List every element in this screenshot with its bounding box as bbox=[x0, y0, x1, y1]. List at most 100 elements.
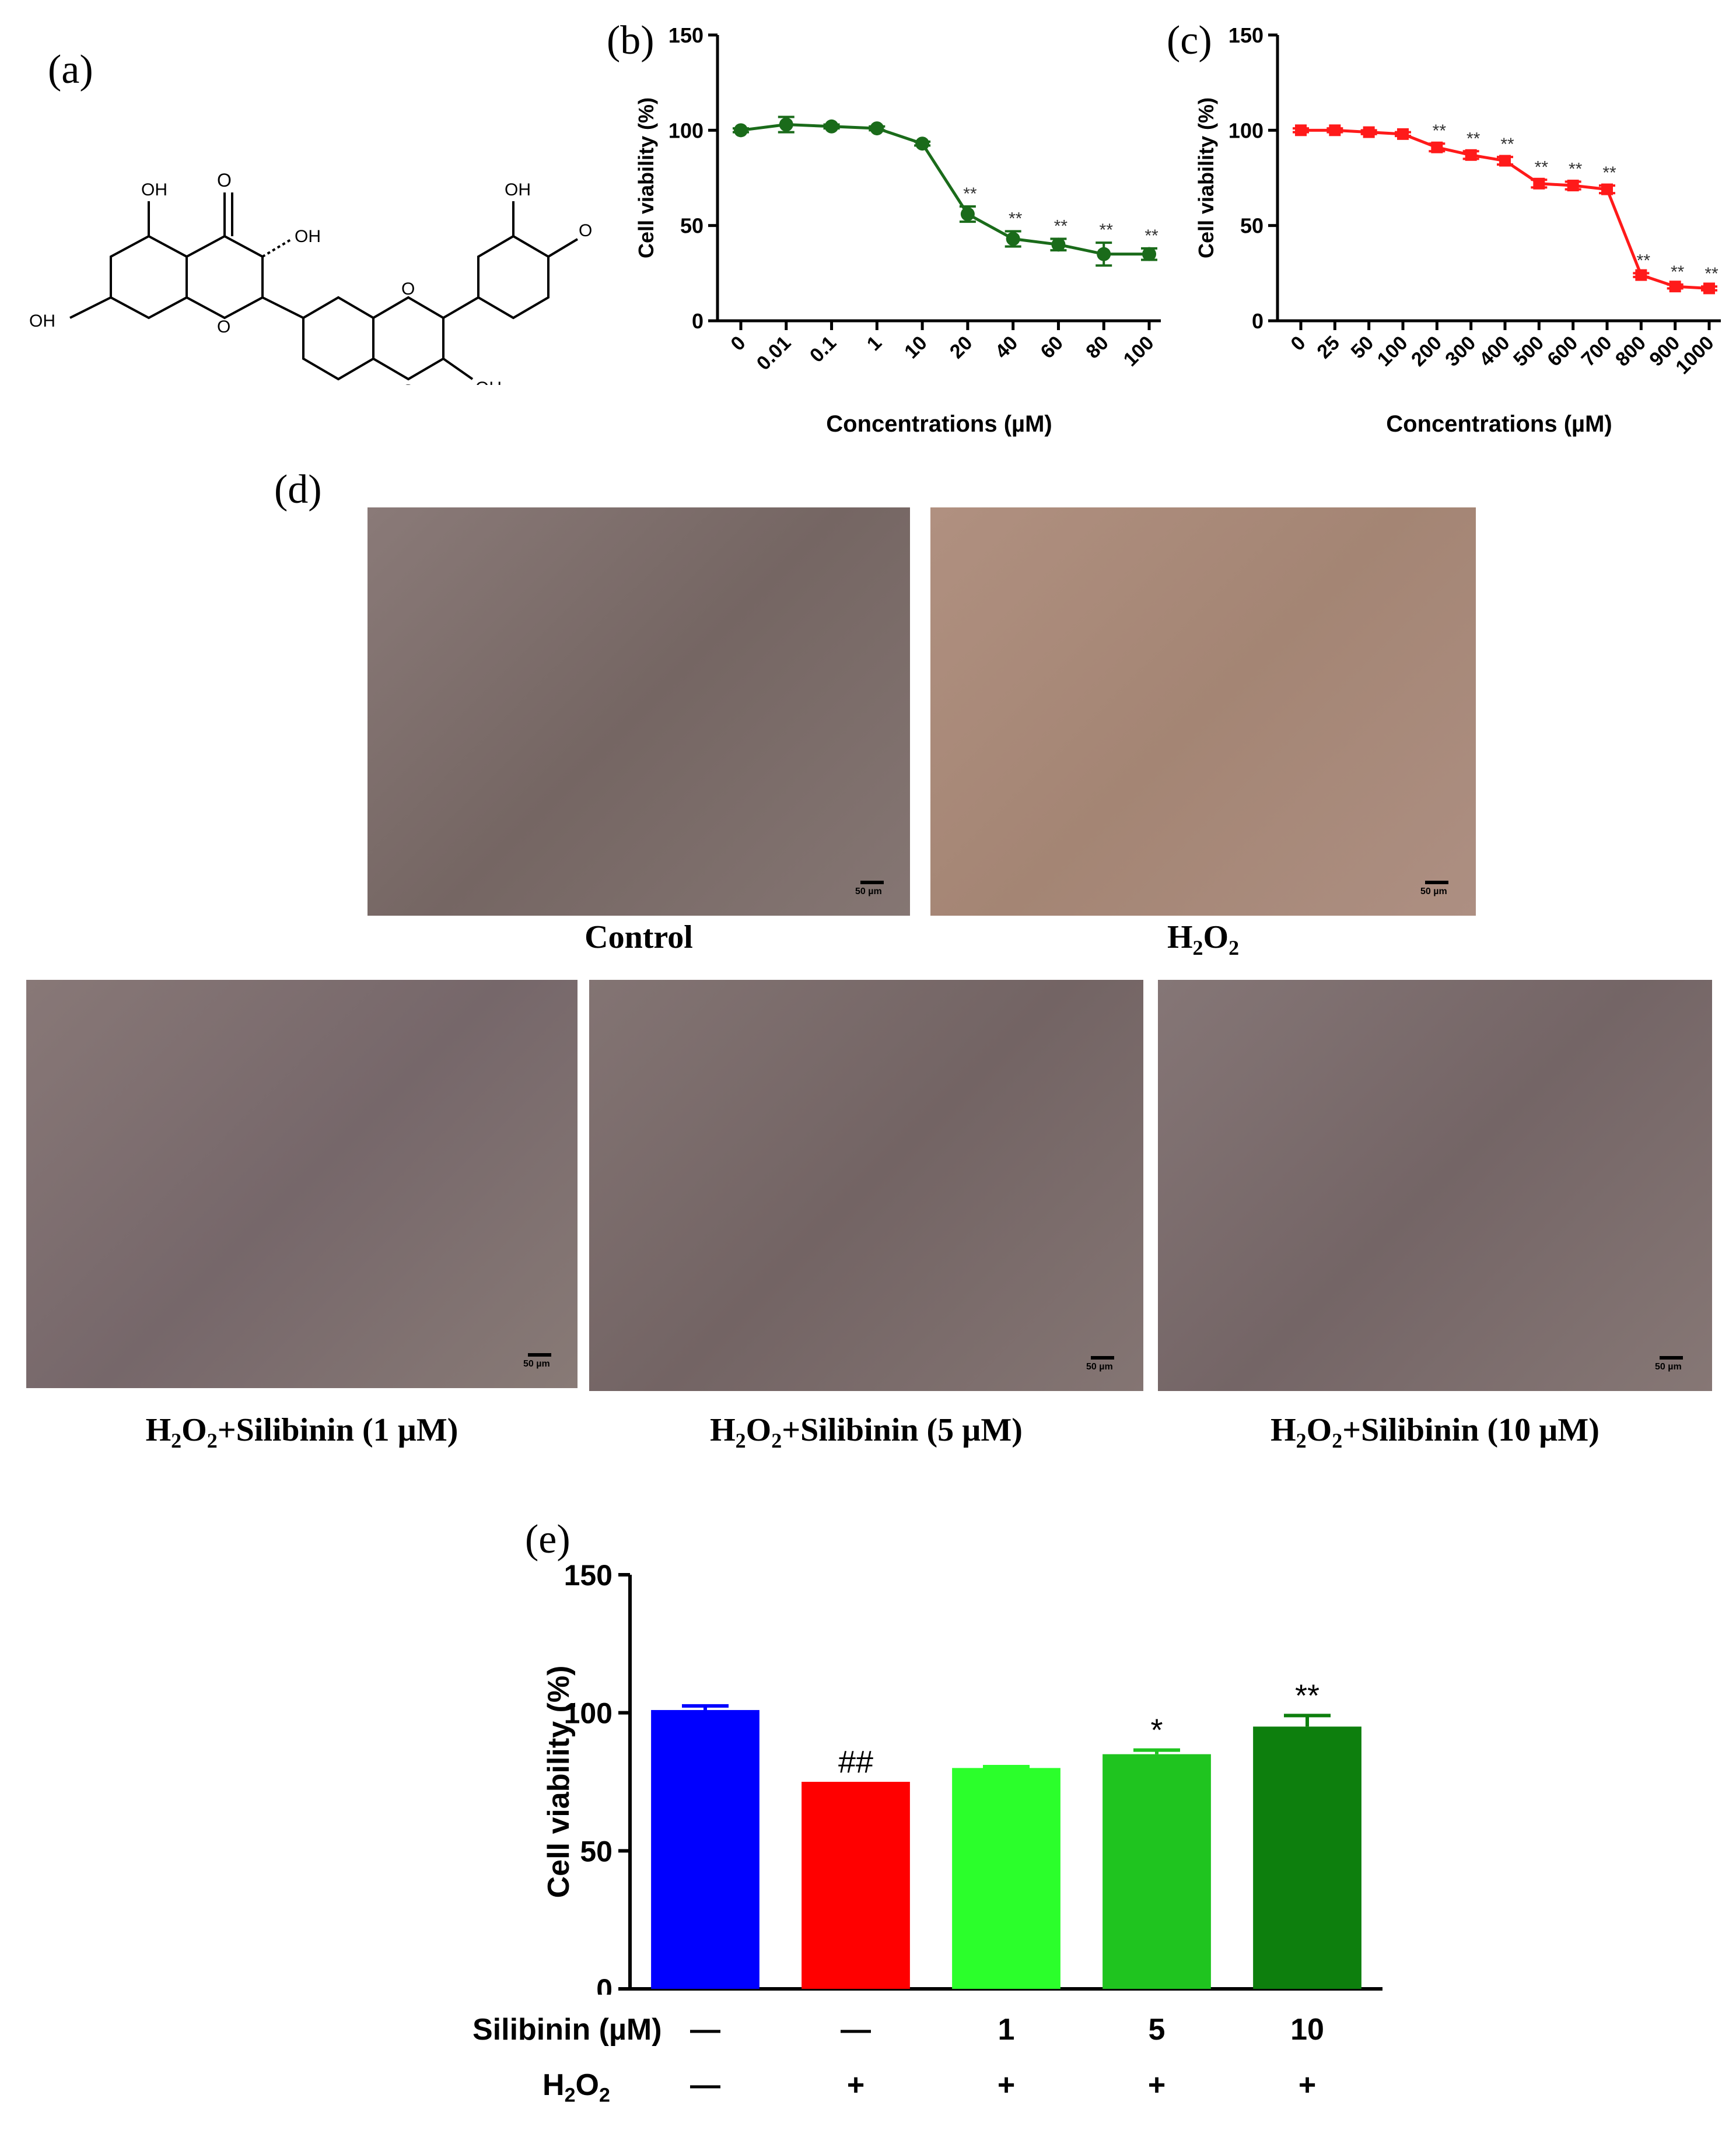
y-tick-label: 0 bbox=[692, 309, 704, 333]
h2o2-treatment: + bbox=[1147, 2068, 1166, 2102]
y-axis-label: Cell viability (%) bbox=[542, 1666, 576, 1898]
data-point bbox=[1703, 282, 1715, 295]
micrograph-h2o2: 50 µm bbox=[930, 507, 1476, 916]
x-axis-label: Concentrations (µM) bbox=[826, 411, 1052, 437]
x-tick-label: 40 bbox=[991, 332, 1023, 363]
significance-label: ** bbox=[1535, 157, 1549, 177]
x-tick-label: 800 bbox=[1611, 332, 1650, 371]
x-tick-label: 1 bbox=[863, 332, 886, 355]
significance-label: ** bbox=[1009, 209, 1023, 228]
caption-control: Control bbox=[584, 919, 693, 955]
caption-h2o2: H2O2 bbox=[1167, 919, 1240, 960]
significance-label: ** bbox=[1500, 135, 1514, 154]
scale-bar bbox=[1091, 1356, 1114, 1360]
y-tick-label: 50 bbox=[580, 1835, 612, 1868]
y-tick-label: 50 bbox=[680, 214, 704, 238]
x-tick-label: 400 bbox=[1475, 332, 1514, 371]
micrograph-control: 50 µm bbox=[368, 507, 910, 916]
significance-label: ## bbox=[838, 1744, 873, 1779]
struct-label-oh-2: OH bbox=[295, 227, 321, 246]
significance-label: ** bbox=[1433, 121, 1447, 141]
y-tick-label: 150 bbox=[668, 23, 704, 47]
struct-label-oh-5: OH bbox=[505, 180, 531, 199]
significance-label: ** bbox=[1054, 217, 1068, 236]
row-label-h2o2: H2O2 bbox=[542, 2068, 610, 2107]
y-tick-label: 150 bbox=[564, 1559, 612, 1592]
data-point bbox=[1363, 126, 1375, 138]
data-point bbox=[1329, 124, 1341, 136]
x-tick-label: 60 bbox=[1036, 332, 1068, 363]
data-point bbox=[1295, 124, 1307, 136]
y-tick-label: 100 bbox=[668, 118, 704, 142]
x-tick-label: 100 bbox=[1119, 332, 1158, 371]
series-line bbox=[740, 123, 1149, 256]
silibinin-dose: — bbox=[841, 2013, 871, 2047]
data-point bbox=[824, 119, 839, 134]
significance-label: * bbox=[1150, 1713, 1163, 1748]
x-tick-label: 300 bbox=[1441, 332, 1480, 371]
row-label-silibinin: Silibinin (µM) bbox=[473, 2013, 662, 2047]
significance-label: ** bbox=[1466, 129, 1480, 148]
micrograph-silibinin-1: 50 µm bbox=[26, 980, 578, 1388]
data-point bbox=[1669, 281, 1681, 293]
struct-label-oh-1: OH bbox=[141, 180, 167, 199]
scale-bar bbox=[1660, 1356, 1683, 1360]
significance-label: ** bbox=[1602, 163, 1616, 183]
y-tick-label: 0 bbox=[596, 1973, 612, 1995]
x-tick-label: 80 bbox=[1082, 332, 1113, 363]
data-point bbox=[1397, 128, 1409, 140]
data-point bbox=[915, 136, 930, 151]
silibinin-dose: — bbox=[690, 2013, 720, 2047]
panel-label-b: (b) bbox=[607, 18, 654, 63]
data-point bbox=[734, 123, 748, 138]
panel-label-a: (a) bbox=[48, 47, 93, 92]
bar bbox=[952, 1768, 1060, 1989]
x-tick-label: 0.1 bbox=[806, 332, 841, 367]
y-tick-label: 50 bbox=[1240, 214, 1264, 238]
data-point bbox=[779, 117, 793, 132]
y-tick-label: 100 bbox=[1228, 118, 1264, 142]
scale-bar bbox=[1425, 881, 1448, 884]
scale-bar bbox=[860, 881, 884, 884]
panel-label-c: (c) bbox=[1167, 18, 1212, 63]
panel-label-d: (d) bbox=[274, 467, 322, 512]
struct-label-o-methoxy: O bbox=[579, 221, 592, 240]
x-tick-label: 10 bbox=[900, 332, 932, 363]
scale-label: 50 µm bbox=[523, 1359, 550, 1369]
x-tick-label: 600 bbox=[1543, 332, 1582, 371]
data-point bbox=[1601, 183, 1613, 195]
scale-label: 50 µm bbox=[855, 887, 882, 896]
struct-label-o-carbonyl: O bbox=[217, 170, 232, 191]
significance-label: ** bbox=[1100, 220, 1114, 240]
panel-label-e: (e) bbox=[525, 1517, 570, 1562]
h2o2-treatment: + bbox=[997, 2068, 1016, 2102]
scale-label: 50 µm bbox=[1420, 887, 1447, 896]
struct-label-o-dioxane-1: O bbox=[401, 279, 415, 299]
data-point bbox=[870, 121, 884, 136]
struct-label-o-dioxane-2: O bbox=[401, 381, 415, 385]
x-tick-label: 500 bbox=[1509, 332, 1548, 371]
caption-silibinin-10: H2O2+Silibinin (10 µM) bbox=[1270, 1412, 1600, 1453]
data-point bbox=[1051, 237, 1066, 252]
x-tick-label: 700 bbox=[1577, 332, 1616, 371]
significance-label: ** bbox=[1671, 262, 1685, 282]
y-axis-label: Cell viability (%) bbox=[634, 97, 658, 258]
data-point bbox=[1097, 247, 1111, 261]
caption-silibinin-5: H2O2+Silibinin (5 µM) bbox=[710, 1412, 1023, 1453]
caption-silibinin-1: H2O2+Silibinin (1 µM) bbox=[145, 1412, 459, 1453]
data-point bbox=[1567, 180, 1579, 192]
bar bbox=[802, 1782, 910, 1989]
significance-label: ** bbox=[1637, 251, 1651, 270]
y-axis-label: Cell viability (%) bbox=[1194, 97, 1218, 258]
silibinin-dose: 5 bbox=[1148, 2013, 1166, 2047]
x-tick-label: 100 bbox=[1373, 332, 1412, 371]
x-tick-label: 20 bbox=[946, 332, 977, 363]
y-tick-label: 100 bbox=[564, 1697, 612, 1730]
x-tick-label: 1000 bbox=[1671, 332, 1718, 379]
struct-label-o-ring: O bbox=[217, 317, 230, 337]
x-tick-label: 25 bbox=[1312, 332, 1344, 363]
data-point bbox=[1142, 247, 1156, 261]
